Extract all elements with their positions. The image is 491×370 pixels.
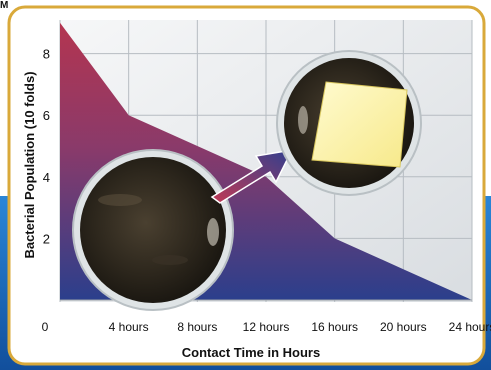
sticky-note-icon (311, 81, 408, 168)
y-tick-labels: 2 4 6 8 (43, 47, 50, 247)
x-tick-label: 12 hours (243, 320, 290, 334)
x-tick-label: 16 hours (311, 320, 358, 334)
y-tick-label: 6 (43, 108, 50, 123)
x-tick-label: 24 hours (449, 320, 491, 334)
x-tick-labels: 4 hours 8 hours 12 hours 16 hours 20 hours 24… (109, 320, 491, 334)
y-tick-label: 8 (43, 47, 50, 62)
corner-mark: M (0, 0, 9, 11)
petri-dish-before (72, 149, 234, 311)
x-origin-label: 0 (42, 320, 49, 334)
y-tick-label: 2 (43, 231, 50, 246)
x-tick-label: 8 hours (177, 320, 217, 334)
x-tick-label: 20 hours (380, 320, 427, 334)
x-axis-label: Contact Time in Hours (182, 345, 320, 360)
petri-dish-after (276, 50, 422, 196)
y-axis-label: Bacterial Population (10 folds) (22, 71, 37, 258)
y-tick-label: 4 (43, 170, 50, 185)
x-tick-label: 4 hours (109, 320, 149, 334)
arrow-icon (210, 149, 294, 204)
